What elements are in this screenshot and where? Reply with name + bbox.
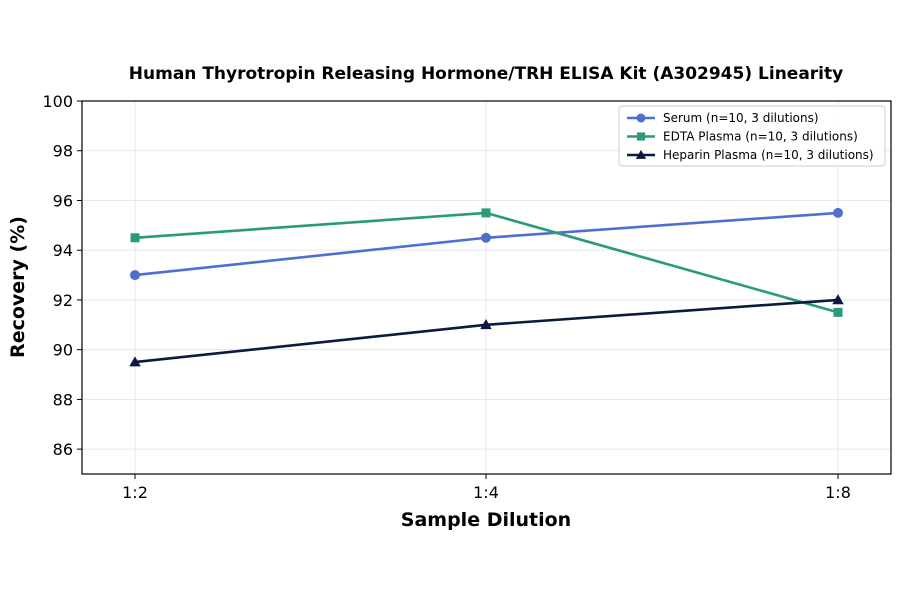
series-1	[130, 207, 843, 281]
data-point	[129, 356, 141, 367]
series-layer	[129, 207, 844, 367]
y-tick-label: 88	[53, 390, 73, 409]
data-point	[833, 307, 843, 317]
legend-marker	[636, 132, 646, 141]
y-tick-label: 92	[53, 291, 73, 310]
y-tick-label: 98	[53, 142, 73, 161]
data-point	[130, 233, 140, 243]
data-point	[481, 208, 491, 218]
legend-marker	[635, 149, 647, 159]
legend-marker	[636, 113, 646, 123]
legend-label: Heparin Plasma (n=10, 3 dilutions)	[663, 148, 874, 162]
y-tick-label: 86	[53, 440, 73, 459]
x-tick-label: 1:4	[473, 483, 499, 502]
chart-title: Human Thyrotropin Releasing Hormone/TRH …	[129, 64, 843, 84]
data-point	[480, 319, 492, 330]
data-point	[832, 294, 844, 305]
data-point	[833, 207, 843, 218]
legend-label: EDTA Plasma (n=10, 3 dilutions)	[663, 130, 858, 144]
y-tick-label: 90	[53, 341, 73, 360]
y-axis-label: Recovery (%)	[7, 216, 29, 358]
legend-item: Serum (n=10, 3 dilutions)	[627, 111, 819, 125]
x-axis-label: Sample Dilution	[401, 509, 571, 531]
series-2	[130, 208, 843, 317]
x-tick-label: 1:8	[825, 483, 851, 502]
y-tick-label: 94	[53, 241, 73, 260]
x-tick-label: 1:2	[122, 483, 148, 502]
y-axis: 86 88 90 92 94 96 98 100	[42, 92, 82, 459]
data-point	[130, 270, 140, 281]
legend-item: Heparin Plasma (n=10, 3 dilutions)	[627, 148, 874, 162]
legend-item: EDTA Plasma (n=10, 3 dilutions)	[627, 130, 858, 144]
series-3	[129, 294, 844, 367]
y-tick-label: 100	[42, 92, 73, 111]
series-line	[134, 298, 839, 364]
x-axis: 1:2 1:4 1:8	[122, 474, 851, 502]
legend-label: Serum (n=10, 3 dilutions)	[663, 111, 819, 125]
series-line	[134, 211, 839, 277]
legend-box	[618, 105, 886, 167]
legend: Serum (n=10, 3 dilutions) EDTA Plasma (n=…	[618, 105, 886, 167]
data-point	[481, 232, 491, 243]
y-tick-label: 96	[53, 191, 73, 210]
